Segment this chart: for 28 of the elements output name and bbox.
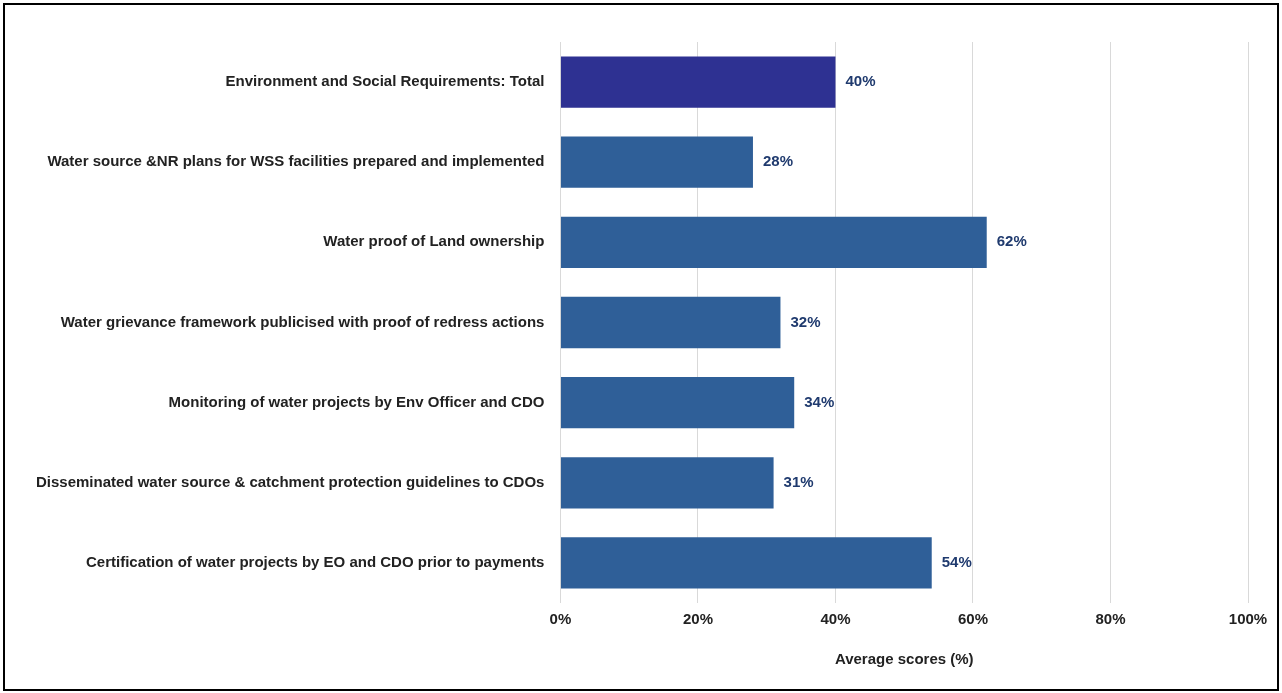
data-label: 31% — [783, 472, 814, 490]
x-axis-title: Average scores (%) — [834, 650, 974, 668]
data-label: 40% — [845, 72, 876, 90]
y-tick-label: Certification of water projects by EO and CDO prior to payments — [86, 553, 545, 571]
bar — [560, 216, 987, 268]
y-tick-label: Water grievance framework publicised with proof of redress actions — [60, 312, 545, 330]
y-tick-label: Water source &NR plans for WSS facilities prepared and implemented — [47, 152, 545, 170]
y-tick-label: Environment and Social Requirements: Total — [225, 72, 545, 90]
data-label: 32% — [790, 312, 821, 330]
bar — [560, 136, 753, 188]
bar — [560, 537, 932, 589]
data-label: 54% — [941, 553, 972, 571]
x-tick-label: 0% — [549, 610, 572, 628]
x-tick-label: 20% — [682, 610, 713, 628]
y-tick-label: Water proof of Land ownership — [323, 232, 545, 250]
data-label: 28% — [762, 152, 793, 170]
x-tick-label: 40% — [820, 610, 851, 628]
y-tick-label: Disseminated water source & catchment protection guidelines to CDOs — [35, 472, 545, 490]
data-label: 62% — [996, 232, 1027, 250]
bar — [560, 56, 836, 108]
data-label: 34% — [804, 392, 835, 410]
bar — [560, 377, 795, 429]
x-tick-label: 80% — [1095, 610, 1126, 628]
bar — [560, 457, 774, 509]
y-tick-label: Monitoring of water projects by Env Officer and CDO — [168, 392, 545, 410]
x-tick-label: 100% — [1228, 610, 1268, 628]
x-tick-label: 60% — [957, 610, 988, 628]
bar — [560, 296, 781, 349]
